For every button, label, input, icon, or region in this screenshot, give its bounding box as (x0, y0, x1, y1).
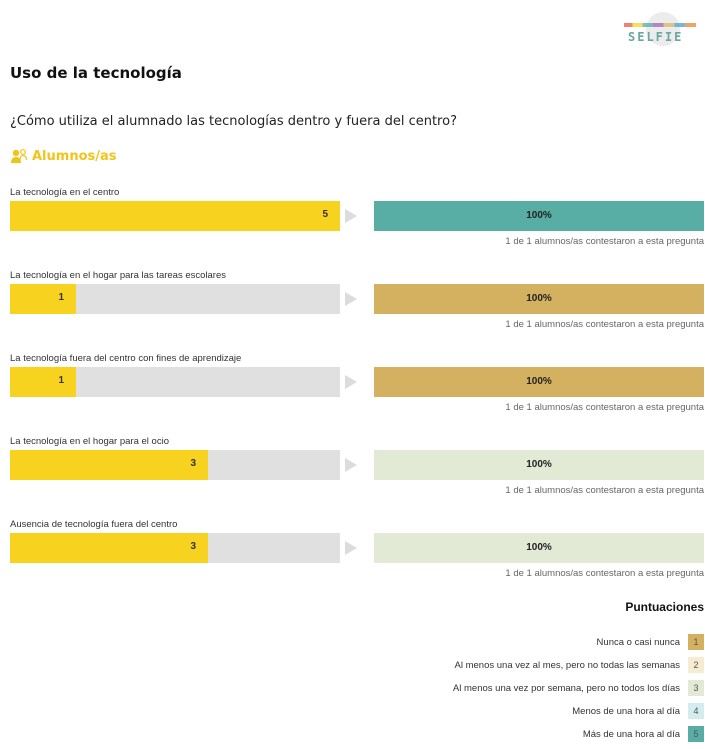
distribution-bar: 100% (374, 201, 704, 231)
category-label: La tecnología en el centro (10, 187, 120, 198)
legend-swatch: 4 (688, 703, 704, 719)
score-bar: 1 (10, 284, 76, 314)
arrow-icon (345, 541, 357, 555)
percent-label: 100% (526, 376, 552, 387)
response-note-text: 1 de 1 alumnos/as contestaron a esta pre… (505, 236, 704, 247)
arrow-icon (345, 375, 357, 389)
legend-item: Menos de una hora al día 4 (572, 703, 704, 719)
percent-label: 100% (526, 542, 552, 553)
score-value: 1 (58, 292, 64, 303)
distribution-bar: 100% (374, 367, 704, 397)
legend-swatch: 2 (688, 657, 704, 673)
legend-label: Menos de una hora al día (572, 705, 680, 717)
response-note: 1 de 1 alumnos/as contestaron a esta pre… (0, 568, 705, 579)
score-bar: 3 (10, 450, 208, 480)
logo-text: SELFIE (628, 30, 684, 44)
response-note-text: 1 de 1 alumnos/as contestaron a esta pre… (505, 402, 704, 413)
category-label: La tecnología en el hogar para el ocio (10, 436, 169, 447)
arrow-icon (345, 292, 357, 306)
legend-item: Más de una hora al día 5 (583, 726, 704, 742)
response-note: 1 de 1 alumnos/as contestaron a esta pre… (0, 319, 705, 330)
score-track: 3 (10, 450, 340, 480)
score-value: 1 (58, 375, 64, 386)
percent-label: 100% (526, 459, 552, 470)
response-note-text: 1 de 1 alumnos/as contestaron a esta pre… (505, 568, 704, 579)
students-icon (11, 149, 28, 163)
score-value: 5 (322, 209, 328, 220)
legend-label: Al menos una vez al mes, pero no todas l… (454, 659, 680, 671)
response-note-text: 1 de 1 alumnos/as contestaron a esta pre… (505, 319, 704, 330)
score-track: 1 (10, 367, 340, 397)
response-note: 1 de 1 alumnos/as contestaron a esta pre… (0, 402, 705, 413)
score-track: 3 (10, 533, 340, 563)
score-bar: 1 (10, 367, 76, 397)
response-note: 1 de 1 alumnos/as contestaron a esta pre… (0, 485, 705, 496)
category-label: La tecnología en el hogar para las tarea… (10, 270, 226, 281)
distribution-bar: 100% (374, 284, 704, 314)
arrow-icon (345, 458, 357, 472)
category-label: Ausencia de tecnología fuera del centro (10, 519, 178, 530)
legend-label: Al menos una vez por semana, pero no tod… (452, 682, 680, 694)
percent-label: 100% (526, 293, 552, 304)
distribution-bar: 100% (374, 533, 704, 563)
legend-label: Nunca o casi nunca (596, 636, 680, 648)
legend-item: Al menos una vez al mes, pero no todas l… (455, 657, 704, 673)
response-note-text: 1 de 1 alumnos/as contestaron a esta pre… (505, 485, 704, 496)
legend-swatch: 3 (688, 680, 704, 696)
score-bar: 5 (10, 201, 340, 231)
legend-label: Más de una hora al día (582, 728, 680, 740)
legend-item: Al menos una vez por semana, pero no tod… (453, 680, 704, 696)
group-label: Alumnos/as (32, 148, 117, 164)
question-text: ¿Cómo utiliza el alumnado las tecnología… (10, 114, 457, 129)
category-label: La tecnología fuera del centro con fines… (10, 353, 242, 364)
selfie-logo: SELFIE (624, 12, 700, 48)
score-bar: 3 (10, 533, 208, 563)
score-value: 3 (190, 541, 196, 552)
legend-title: Puntuaciones (625, 600, 704, 614)
legend-swatch: 1 (688, 634, 704, 650)
distribution-bar: 100% (374, 450, 704, 480)
legend-item: Nunca o casi nunca 1 (597, 634, 704, 650)
score-value: 3 (190, 458, 196, 469)
score-track: 5 (10, 201, 340, 231)
legend-swatch: 5 (688, 726, 704, 742)
arrow-icon (345, 209, 357, 223)
percent-label: 100% (526, 210, 552, 221)
score-track: 1 (10, 284, 340, 314)
response-note: 1 de 1 alumnos/as contestaron a esta pre… (0, 236, 705, 247)
page-title: Uso de la tecnología (10, 64, 182, 82)
group-header: Alumnos/as (10, 148, 117, 164)
